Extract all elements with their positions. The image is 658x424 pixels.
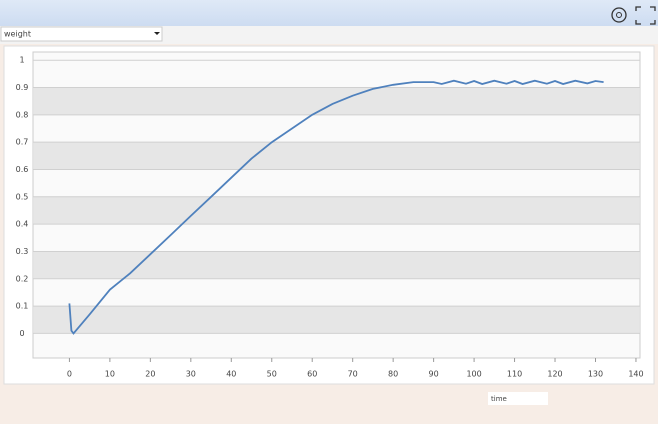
plot: 00.10.20.30.40.50.60.70.80.910 10 20 30 40 50…	[16, 56, 644, 379]
y-tick-label: 0.7	[16, 138, 29, 147]
x-tick-label: 10	[105, 370, 115, 379]
grid-band	[34, 251, 639, 279]
y-tick-label: 0.2	[16, 274, 29, 283]
x-tick-label: 60	[307, 370, 317, 379]
y-tick-label: 0.5	[16, 192, 29, 201]
fullscreen-icon[interactable]	[635, 6, 656, 25]
x-tick-label: 70	[348, 370, 358, 379]
x-tick-label: 100	[466, 370, 481, 379]
x-tick-label: 110	[507, 370, 522, 379]
x-tick-label: 0	[67, 370, 72, 379]
x-tick-label: 90	[429, 370, 439, 379]
dropdown-arrow[interactable]	[154, 32, 160, 35]
y-tick-label: 0.4	[16, 220, 29, 229]
y-tick-label: 0.3	[16, 247, 29, 256]
grid-band	[34, 142, 639, 170]
grid-band	[34, 196, 639, 225]
x-tick-label: 50	[267, 370, 277, 379]
x-axis-box	[488, 392, 548, 405]
y-tick-label: 0.9	[16, 83, 29, 92]
x-tick-label: 40	[226, 370, 236, 379]
toolbar	[0, 0, 658, 26]
y-tick-label: 0.1	[16, 302, 29, 311]
x-tick-label: 30	[186, 370, 196, 379]
y-tick-label: 0.8	[16, 110, 29, 119]
camera-icon[interactable]	[611, 7, 627, 23]
x-tick-label: 80	[388, 370, 398, 379]
x-tick-label: 130	[588, 370, 603, 379]
dropdown[interactable]	[0, 26, 163, 42]
selector-row	[0, 26, 658, 44]
data-line	[68, 79, 604, 335]
y-tick-label: 0.6	[16, 165, 29, 174]
grid-band	[34, 87, 639, 115]
y-tick-label: 1	[19, 56, 24, 65]
x-tick-label: 140	[628, 370, 643, 379]
x-tick-label: 120	[547, 370, 562, 379]
x-axis-label: time	[491, 395, 507, 403]
grid-band	[34, 306, 639, 334]
x-tick-label: 20	[145, 370, 155, 379]
dropdown-text: weight	[4, 30, 31, 39]
y-tick-label: 0	[19, 329, 24, 338]
